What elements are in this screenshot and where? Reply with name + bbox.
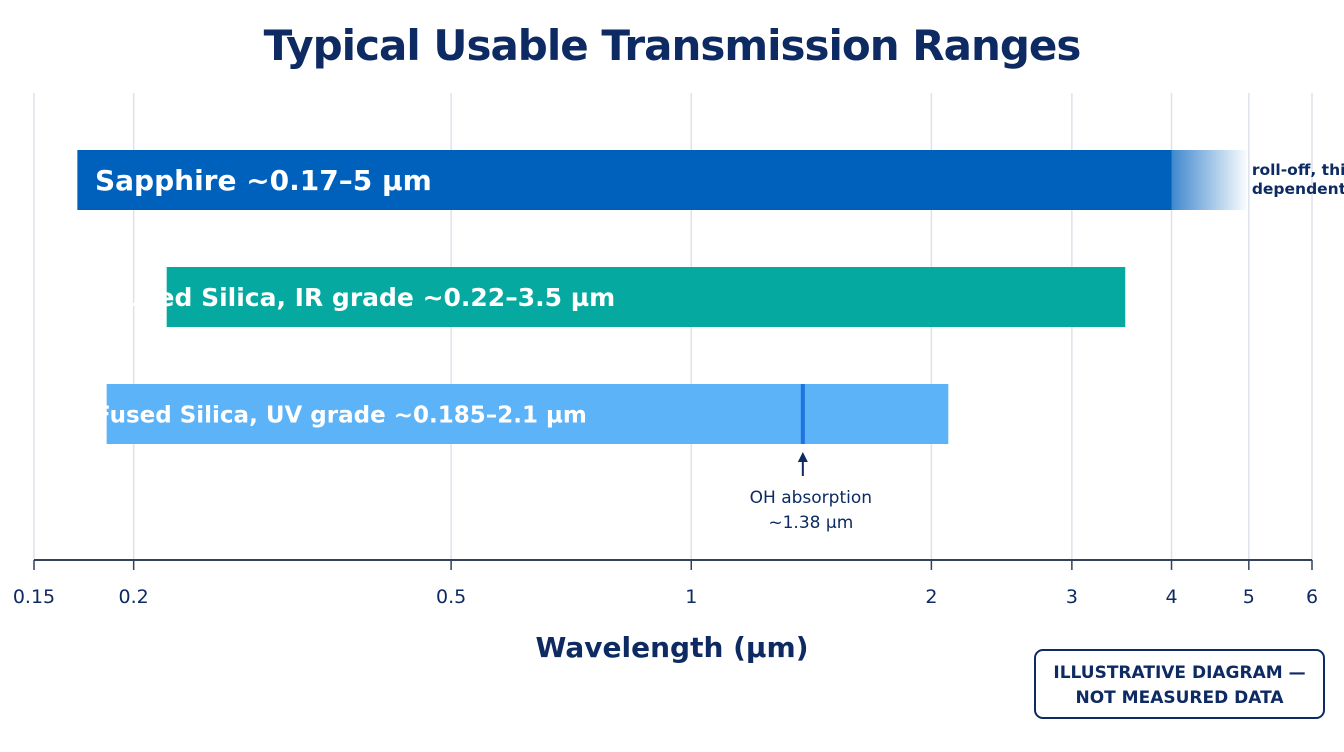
rolloff-note: dependent (1252, 180, 1344, 198)
disclaimer-box: ILLUSTRATIVE DIAGRAM — NOT MEASURED DATA (1034, 649, 1325, 719)
bar-label: Fused Silica, IR grade ~0.22–3.5 µm (109, 283, 615, 312)
bar-group: Fused Silica, IR grade ~0.22–3.5 µm (109, 267, 1126, 327)
disclaimer-line-2: NOT MEASURED DATA (1075, 688, 1284, 708)
x-tick-label: 3 (1066, 586, 1078, 608)
disclaimer-frame (1034, 649, 1325, 719)
x-tick-label: 2 (925, 586, 937, 608)
x-tick-label: 4 (1165, 586, 1177, 608)
bar-sapphire-rolloff (1171, 150, 1249, 210)
oh-absorption-label: OH absorption (750, 488, 872, 508)
bar-group: Fused Silica, UV grade ~0.185–2.1 µm OH a… (95, 384, 949, 533)
disclaimer-line-1: ILLUSTRATIVE DIAGRAM — (1053, 663, 1305, 683)
oh-absorption-label: ~1.38 µm (768, 513, 853, 533)
bar-label: Sapphire ~0.17–5 µm (95, 164, 432, 197)
x-tick-label: 0.15 (13, 586, 55, 608)
x-tick-label: 6 (1306, 586, 1318, 608)
x-tick-label: 0.2 (119, 586, 149, 608)
bar-label: Fused Silica, UV grade ~0.185–2.1 µm (95, 402, 587, 428)
x-axis-label: Wavelength (µm) (535, 631, 808, 664)
x-tick-label: 1 (685, 586, 697, 608)
x-axis: 0.15 0.2 0.5 1 2 3 4 5 6 (13, 559, 1318, 608)
x-tick-label: 5 (1243, 586, 1255, 608)
bars: roll-off, thicknessdependent Sapphire ~0.… (77, 150, 1344, 533)
bar-fused-silica-uv-grade (106, 384, 949, 444)
bar-group: roll-off, thicknessdependent Sapphire ~0.… (77, 150, 1344, 210)
x-tick-label: 0.5 (436, 586, 466, 608)
bar-sapphire (77, 150, 1172, 210)
arrow-up-icon (797, 452, 808, 462)
rolloff-note: roll-off, thickness (1252, 161, 1344, 179)
chart-title: Typical Usable Transmission Ranges (264, 21, 1081, 70)
bar-fused-silica-ir-grade (166, 267, 1126, 327)
